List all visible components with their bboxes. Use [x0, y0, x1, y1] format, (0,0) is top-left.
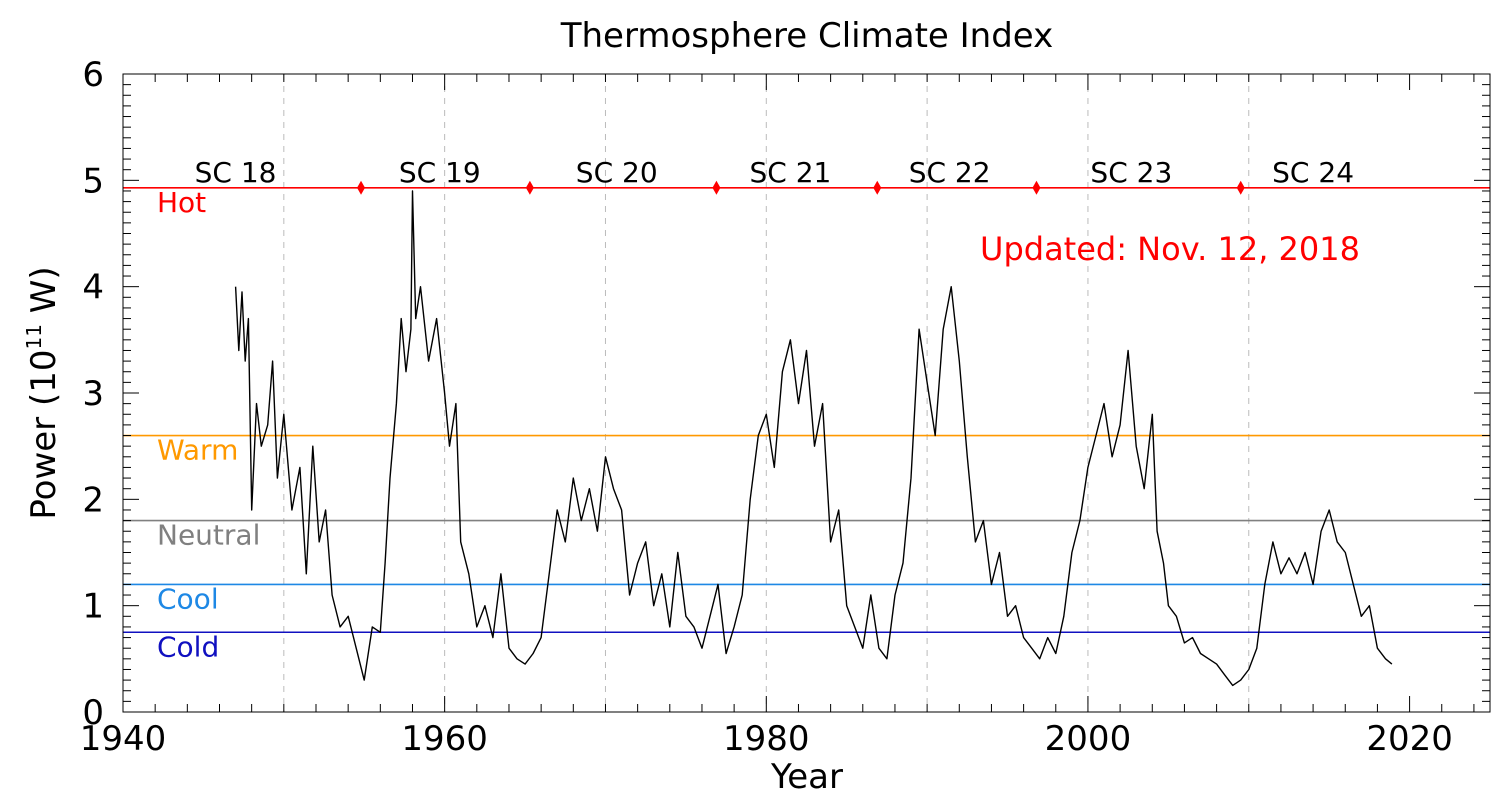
tci-series-line — [234, 190, 1393, 687]
y-tick-label-1: 1 — [82, 587, 104, 627]
y-axis-label-exponent: 11 — [22, 324, 46, 349]
x-tick-label-2000: 2000 — [1045, 719, 1132, 759]
axis-ticks — [122, 73, 1490, 713]
solar-cycle-labels: SC 18 SC 19 SC 20 SC 21 SC 22 SC 23 SC 24 — [195, 156, 1354, 189]
cycle-label-sc-19: SC 19 — [399, 156, 481, 189]
axis-tick-labels: 1940 1960 1980 2000 2020 0 1 2 3 4 5 6 — [80, 55, 1453, 759]
update-annotation: Updated: Nov. 12, 2018 — [980, 230, 1360, 268]
x-axis-label: Year — [770, 757, 843, 797]
y-axis-label: Power (1011 W) — [22, 266, 64, 519]
threshold-label-neutral: Neutral — [157, 519, 260, 552]
cycle-boundary-marker-5 — [1236, 180, 1245, 195]
y-tick-label-6: 6 — [82, 55, 104, 95]
x-tick-label-2020: 2020 — [1366, 719, 1453, 759]
cycle-boundary-marker-0 — [357, 180, 366, 195]
x-tick-label-1960: 1960 — [401, 719, 488, 759]
cycle-boundary-marker-1 — [525, 180, 534, 195]
threshold-label-cold: Cold — [157, 630, 219, 663]
y-axis-label-main: Power (10 — [24, 350, 64, 520]
threshold-label-warm: Warm — [157, 434, 238, 467]
y-tick-label-0: 0 — [82, 693, 104, 733]
cycle-label-sc-20: SC 20 — [576, 156, 658, 189]
cycle-boundary-marker-2 — [712, 180, 721, 195]
x-tick-label-1940: 1940 — [80, 719, 167, 759]
cycle-label-sc-18: SC 18 — [195, 156, 277, 189]
threshold-label-cool: Cool — [157, 582, 219, 615]
cycle-label-sc-21: SC 21 — [749, 156, 831, 189]
cycle-label-sc-23: SC 23 — [1090, 156, 1172, 189]
x-gridlines — [283, 74, 1250, 712]
cycle-label-sc-22: SC 22 — [909, 156, 991, 189]
cycle-boundary-marker-4 — [1032, 180, 1041, 195]
y-tick-label-3: 3 — [82, 374, 104, 414]
chart-title: Thermosphere Climate Index — [560, 16, 1054, 56]
cycle-label-sc-24: SC 24 — [1272, 156, 1354, 189]
y-tick-label-4: 4 — [82, 268, 104, 308]
series-layer — [234, 190, 1393, 687]
cycle-boundary-marker-3 — [873, 180, 882, 195]
y-axis-label-unit: W) — [24, 266, 64, 324]
y-tick-label-2: 2 — [82, 480, 104, 520]
x-tick-label-1980: 1980 — [723, 719, 810, 759]
threshold-lines: Hot Warm Neutral Cool Cold — [123, 180, 1490, 663]
threshold-label-hot: Hot — [157, 186, 206, 219]
y-tick-label-5: 5 — [82, 161, 104, 201]
